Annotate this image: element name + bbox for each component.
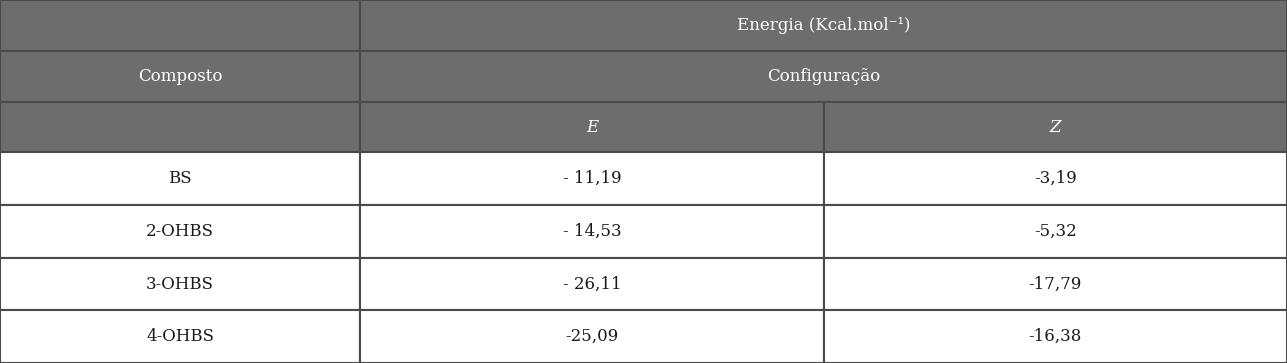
Bar bbox=[360, 51, 1287, 102]
Text: 2-OHBS: 2-OHBS bbox=[147, 223, 214, 240]
Text: - 11,19: - 11,19 bbox=[562, 170, 622, 187]
Text: BS: BS bbox=[169, 170, 192, 187]
Text: -16,38: -16,38 bbox=[1028, 328, 1082, 345]
Bar bbox=[824, 102, 1287, 152]
Text: E: E bbox=[586, 119, 598, 135]
Bar bbox=[0, 205, 360, 258]
Bar bbox=[360, 258, 824, 310]
Text: Z: Z bbox=[1050, 119, 1060, 135]
Bar bbox=[0, 102, 360, 152]
Text: 3-OHBS: 3-OHBS bbox=[147, 276, 214, 293]
Text: -17,79: -17,79 bbox=[1028, 276, 1082, 293]
Bar bbox=[0, 152, 360, 205]
Bar bbox=[0, 0, 360, 51]
Bar bbox=[360, 310, 824, 363]
Bar bbox=[0, 51, 360, 102]
Bar bbox=[824, 205, 1287, 258]
Bar bbox=[360, 102, 824, 152]
Text: Configuração: Configuração bbox=[767, 68, 880, 85]
Text: Energia (Kcal.mol⁻¹): Energia (Kcal.mol⁻¹) bbox=[737, 17, 910, 34]
Bar bbox=[360, 205, 824, 258]
Bar bbox=[0, 258, 360, 310]
Bar bbox=[824, 310, 1287, 363]
Text: - 14,53: - 14,53 bbox=[562, 223, 622, 240]
Text: 4-OHBS: 4-OHBS bbox=[147, 328, 214, 345]
Text: - 26,11: - 26,11 bbox=[562, 276, 622, 293]
Bar bbox=[824, 152, 1287, 205]
Bar bbox=[0, 310, 360, 363]
Text: -5,32: -5,32 bbox=[1033, 223, 1077, 240]
Bar bbox=[824, 258, 1287, 310]
Bar bbox=[360, 0, 1287, 51]
Text: -3,19: -3,19 bbox=[1033, 170, 1077, 187]
Text: Composto: Composto bbox=[138, 68, 223, 85]
Bar bbox=[360, 152, 824, 205]
Text: -25,09: -25,09 bbox=[565, 328, 619, 345]
